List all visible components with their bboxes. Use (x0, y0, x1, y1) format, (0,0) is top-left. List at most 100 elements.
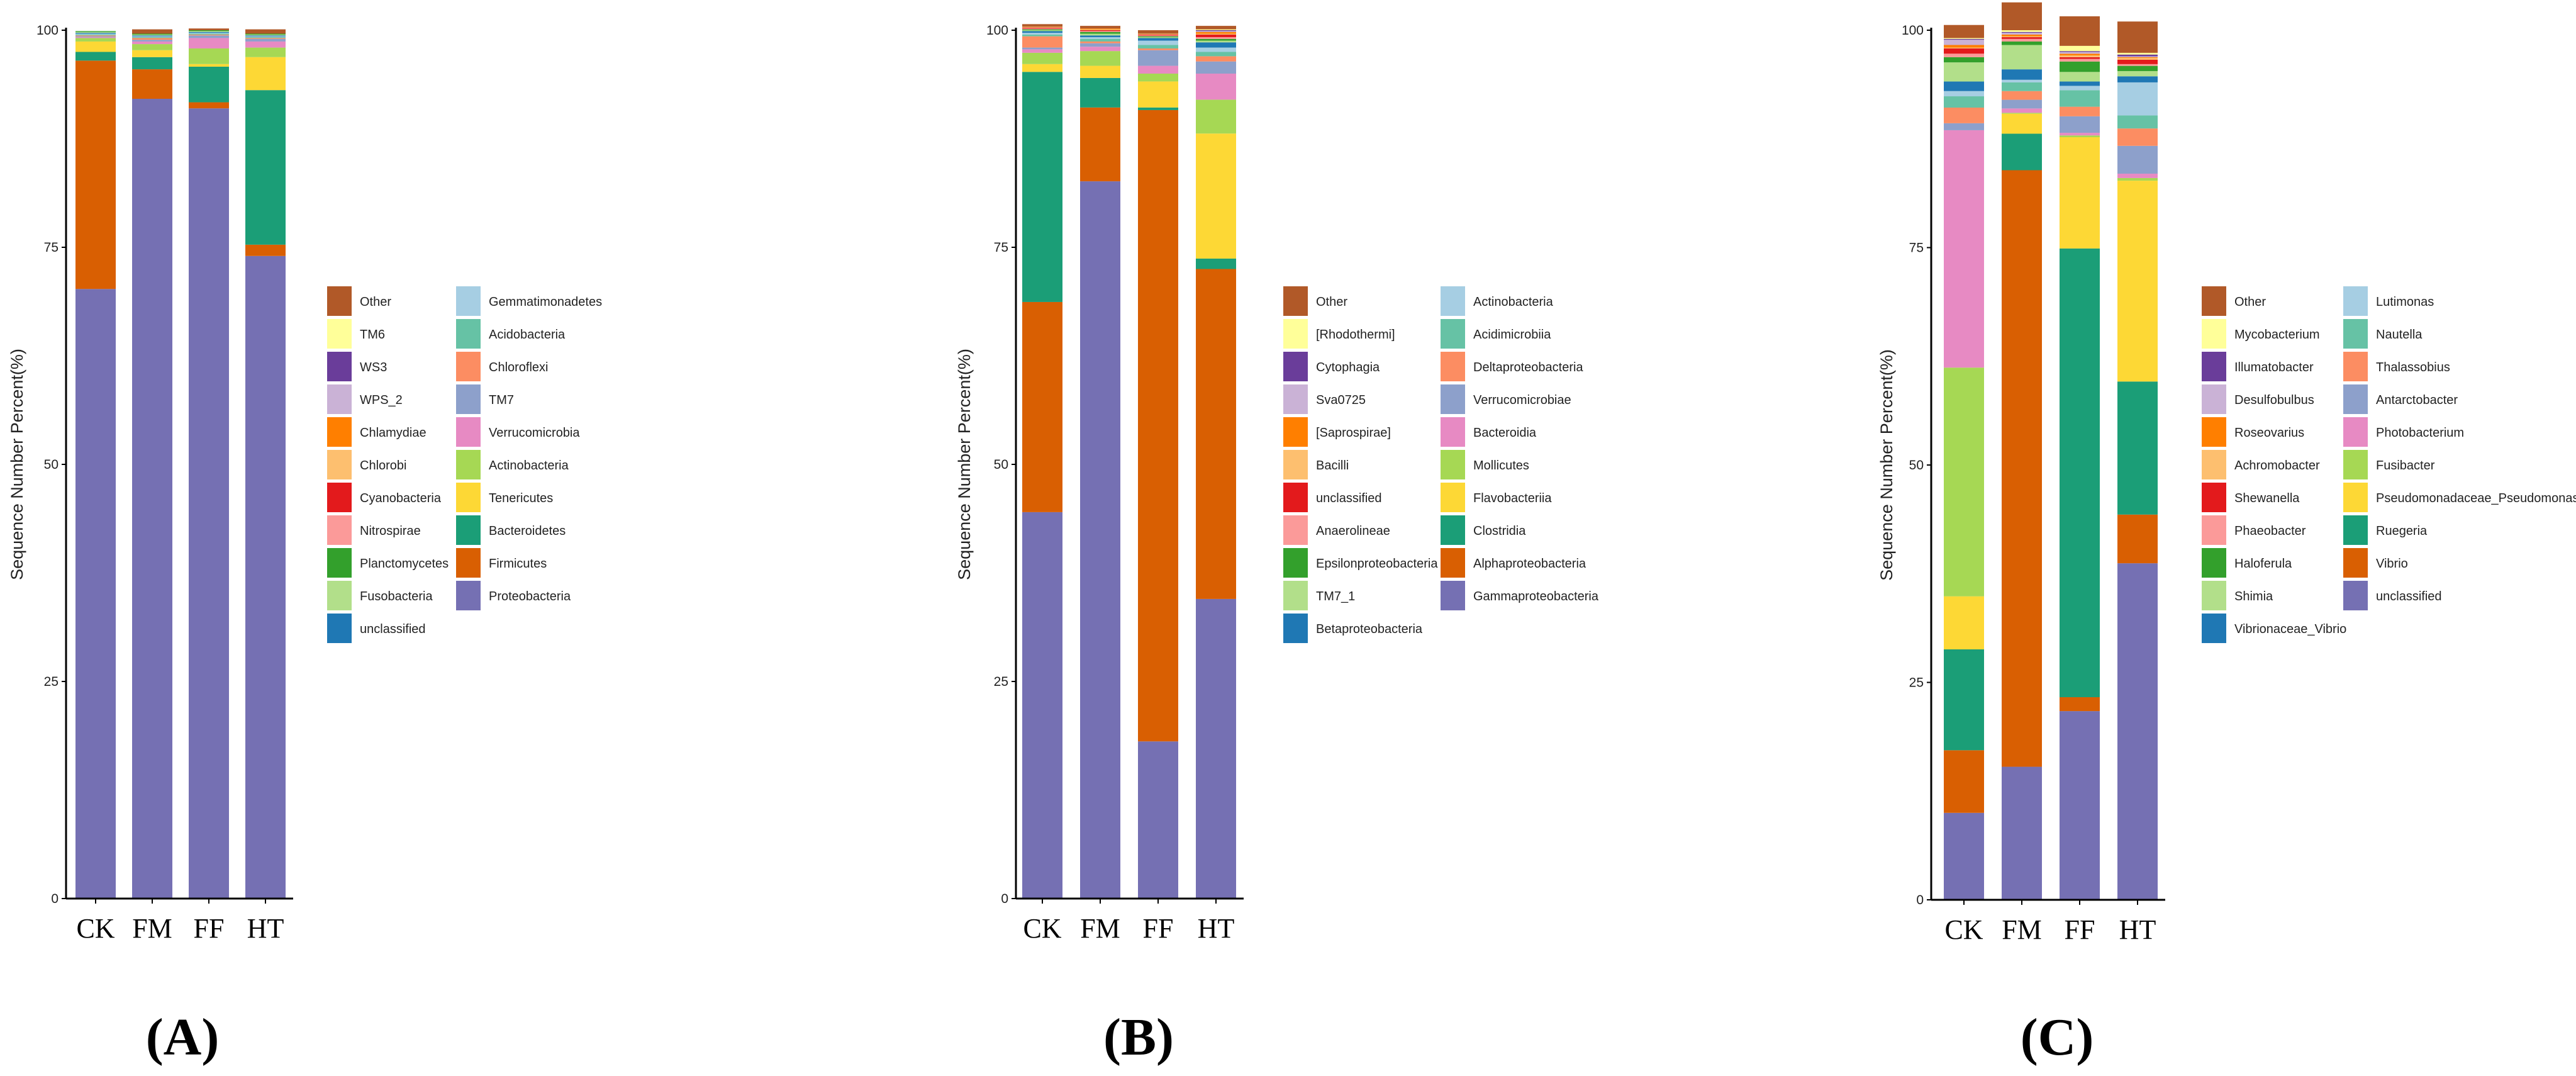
legend-label-mycobacterium: Mycobacterium (2234, 328, 2320, 342)
bar-segment-ht-anaerolineae (1196, 37, 1236, 39)
y-tick-label: 0 (1001, 892, 1008, 906)
bar-segment-ck-gemmatimonadetes (75, 33, 116, 35)
legend-swatch-shewanella (2202, 483, 2226, 512)
bar-segment-fm-tenericutes (132, 50, 172, 57)
bar-segment-fm-mycobacterium (2002, 30, 2042, 32)
chart-panel-1: 0 25 50 75 100 CK FM FF HT Sequence Number Percen… (8, 23, 602, 1067)
y-tick-label: 100 (36, 23, 59, 38)
legend-label-nitrospirae: Nitrospirae (360, 524, 421, 538)
x-tick-label-fm: FM (132, 913, 172, 944)
bar-segment-fm-desulfobulbus (2002, 33, 2042, 35)
x-tick-label-ht: HT (1198, 913, 1235, 944)
legend-label-mollicutes: Mollicutes (1473, 459, 1529, 473)
legend-label-vibrionaceae-vibrio: Vibrionaceae_Vibrio (2234, 622, 2346, 636)
bar-segment-fm-actinobacteria (132, 44, 172, 50)
bar-segment-fm-chloroflexi (132, 38, 172, 40)
bar-segment-ck-nautella (1944, 96, 1984, 108)
bar-segment-ck-verrucomicrobiae (1022, 47, 1062, 50)
bar-segment-ht-nautella (2117, 115, 2158, 129)
x-tick-label-ff: FF (1143, 913, 1174, 944)
legend-swatch-verrucomicrobia (456, 417, 481, 447)
bar-segment-ck-bacteroidia (1022, 49, 1062, 53)
legend-label-other: Other (1316, 295, 1347, 309)
bar-segment-ck-roseovarius (1944, 45, 1984, 48)
legend-label-verrucomicrobia: Verrucomicrobia (489, 426, 580, 440)
bar-segment-ht-unclassified (1196, 34, 1236, 38)
bar-segment-fm-verrucomicrobia (132, 41, 172, 45)
bar-segment-ht-pseudomonadaceae-pseudomonas (2117, 181, 2158, 382)
bar-segment-fm-actinobacteria (1080, 37, 1120, 39)
legend-swatch-clostridia (1441, 515, 1465, 545)
bar-segment-ff-tm7-1 (1138, 37, 1178, 38)
bar-segment-fm-tm7 (132, 40, 172, 42)
bar-segment-ff-shimia (2060, 72, 2100, 82)
bar-segment-ff-vibrio (2060, 697, 2100, 712)
legend-label-verrucomicrobiae: Verrucomicrobiae (1473, 393, 1571, 407)
legend: Other TM6 WS3 WPS_2 Chlamydiae Chlorobi Cyanob… (327, 286, 602, 643)
legend-swatch-fusobacteria (327, 581, 352, 610)
bar-segment-ff-bacteroidia (1138, 65, 1178, 74)
bar-segment-ck-vibrio (1944, 750, 1984, 813)
legend-swatch-mollicutes (1441, 450, 1465, 479)
legend-label-antarctobacter: Antarctobacter (2376, 393, 2458, 407)
legend-label-fusibacter: Fusibacter (2376, 459, 2435, 473)
bar-segment-ht-epsilonproteobacteria (1196, 38, 1236, 41)
bar-segment-ht-deltaproteobacteria (1196, 56, 1236, 62)
bar-segment-ck-firmicutes (75, 60, 116, 289)
legend: Other [Rhodothermi] Cytophagia Sva0725 [Sapr… (1283, 286, 1599, 643)
bar-segment-fm-gammaproteobacteria (1080, 181, 1120, 899)
chart-panel-2: 0 25 50 75 100 CK FM FF HT Sequence Number Percen… (955, 23, 1599, 1067)
bar-segment-ht-other (2117, 21, 2158, 53)
bar-segment-ck-shimia (1944, 62, 1984, 82)
bar-segment-ck-bacteroidetes (75, 52, 116, 61)
legend-swatch-tm7-1 (1283, 581, 1308, 610)
y-axis-title: Sequence Number Percent(%) (8, 349, 26, 580)
panel-label: (C) (2021, 1008, 2094, 1067)
y-tick-label: 0 (1916, 893, 1924, 907)
legend-label-tm6: TM6 (360, 328, 385, 342)
legend-label-unclassified: unclassified (2376, 590, 2442, 603)
legend-label-lutimonas: Lutimonas (2376, 295, 2434, 309)
legend-swatch-phaeobacter (2202, 515, 2226, 545)
legend-swatch-deltaproteobacteria (1441, 352, 1465, 381)
bar-segment-ht-illumatobacter (2117, 54, 2158, 57)
legend-swatch-ruegeria (2343, 515, 2368, 545)
bar-segment-ff-mollicutes (1138, 74, 1178, 82)
bar-segment-ht-saprospirae (1196, 31, 1236, 34)
bar-segment-ff-alphaproteobacteria (1138, 109, 1178, 742)
bar-segment-ht-vibrionaceae-vibrio (2117, 76, 2158, 82)
legend-label-bacteroidetes: Bacteroidetes (489, 524, 566, 538)
bar-segment-ht-acidimicrobiia (1196, 52, 1236, 57)
legend-swatch-ws3 (327, 352, 352, 381)
bar-segment-ff-flavobacteriia (1138, 81, 1178, 108)
bar-segment-fm-photobacterium (2002, 108, 2042, 113)
bar-segment-ck-chloroflexi (75, 35, 116, 36)
bar-segment-ht-other (1196, 26, 1236, 30)
bar-segment-ck-gammaproteobacteria (1022, 512, 1062, 899)
bar-segment-ff-deltaproteobacteria (1138, 48, 1178, 50)
legend-label-unclassified: unclassified (1316, 491, 1382, 505)
legend-swatch-unclassified (1283, 483, 1308, 512)
legend-swatch-vibrio (2343, 548, 2368, 578)
bar-segment-ht-betaproteobacteria (1196, 42, 1236, 48)
legend-label-chloroflexi: Chloroflexi (489, 361, 548, 374)
legend-swatch-chlorobi (327, 450, 352, 479)
bar-segment-ht-alphaproteobacteria (1196, 269, 1236, 599)
bar-segment-ff-fusibacter (2060, 135, 2100, 137)
legend-label-achromobacter: Achromobacter (2234, 459, 2320, 473)
bar-segment-fm-deltaproteobacteria (1080, 41, 1120, 43)
bar-segment-ht-antarctobacter (2117, 145, 2158, 174)
bar-segment-ht-unclassified (2117, 563, 2158, 900)
legend-swatch-gemmatimonadetes (456, 286, 481, 316)
bar-segment-ck-pseudomonadaceae-pseudomonas (1944, 596, 1984, 649)
bar-segment-ff-bacteroidetes (189, 66, 229, 103)
bar-segment-ff-epsilonproteobacteria (1138, 36, 1178, 38)
legend-label-acidobacteria: Acidobacteria (489, 328, 566, 342)
bar-segment-ck-alphaproteobacteria (1022, 301, 1062, 512)
legend-swatch-lutimonas (2343, 286, 2368, 316)
bar-segment-fm-gemmatimonadetes (132, 36, 172, 38)
chart-panel-3: 0 25 50 75 100 CK FM FF HT Sequence Number Percen… (1877, 2, 2576, 1067)
bar-segment-fm-vibrio (2002, 170, 2042, 767)
legend-label-pseudomonadaceae-pseudomonas: Pseudomonadaceae_Pseudomonas (2376, 491, 2576, 505)
bar-segment-fm-acidimicrobiia (1080, 38, 1120, 42)
